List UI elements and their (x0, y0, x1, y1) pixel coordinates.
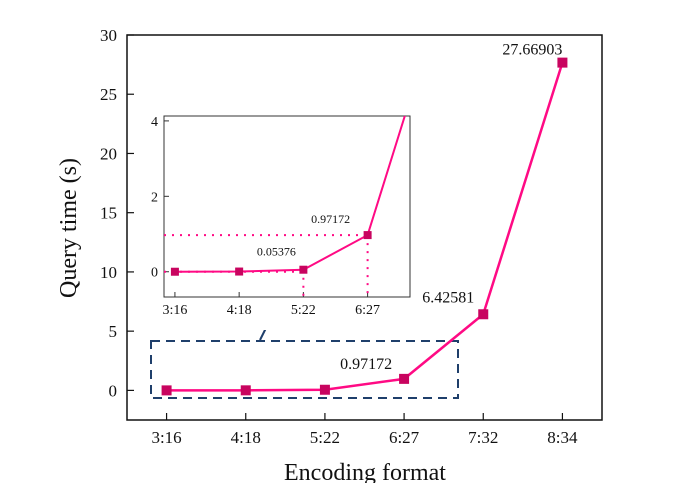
inset-x-tick-label: 5:22 (291, 303, 316, 318)
inset-data-point (363, 231, 372, 240)
y-tick-label: 5 (109, 322, 118, 341)
plot-frame (126, 34, 603, 421)
data-point (399, 373, 410, 384)
y-tick-label: 30 (100, 26, 117, 45)
data-point (161, 385, 172, 396)
inset-data-point (170, 267, 179, 276)
data-point (319, 384, 330, 395)
y-tick-label: 10 (100, 263, 117, 282)
data-label: 0.97172 (340, 356, 392, 373)
inset-y-tick-label: 0 (151, 266, 158, 281)
x-axis-label: Encoding format (284, 460, 446, 483)
y-tick-label: 15 (100, 204, 117, 223)
inset-data-point (299, 265, 308, 274)
x-tick-label: 3:16 (151, 428, 181, 447)
inset-data-label: 0.97172 (311, 212, 350, 226)
y-tick-label: 20 (100, 144, 117, 163)
y-axis-label: Query time (s) (56, 158, 82, 298)
inset-x-tick-label: 3:16 (162, 303, 187, 318)
inset-y-tick-label: 2 (151, 190, 158, 205)
y-tick-label: 25 (100, 85, 117, 104)
inset-frame (163, 115, 411, 298)
inset-background (150, 112, 414, 330)
data-label: 27.66903 (502, 42, 562, 59)
inset-y-tick-label: 4 (151, 115, 158, 130)
inset-x-tick-label: 4:18 (227, 303, 252, 318)
data-point (557, 57, 568, 68)
inset-x-tick-label: 6:27 (355, 303, 380, 318)
y-tick-label: 0 (109, 381, 118, 400)
data-label: 6.42581 (422, 289, 474, 306)
x-tick-label: 4:18 (231, 428, 261, 447)
x-tick-label: 6:27 (389, 428, 420, 447)
data-point (478, 309, 489, 320)
x-tick-label: 8:34 (547, 428, 578, 447)
series-line (166, 62, 564, 392)
x-tick-label: 7:32 (468, 428, 498, 447)
x-tick-label: 5:22 (310, 428, 340, 447)
highlight-box (150, 340, 459, 399)
data-point (240, 385, 251, 396)
inset-plot-area (164, 116, 406, 297)
inset-data-point (235, 267, 244, 276)
inset-data-label: 0.05376 (257, 245, 296, 259)
